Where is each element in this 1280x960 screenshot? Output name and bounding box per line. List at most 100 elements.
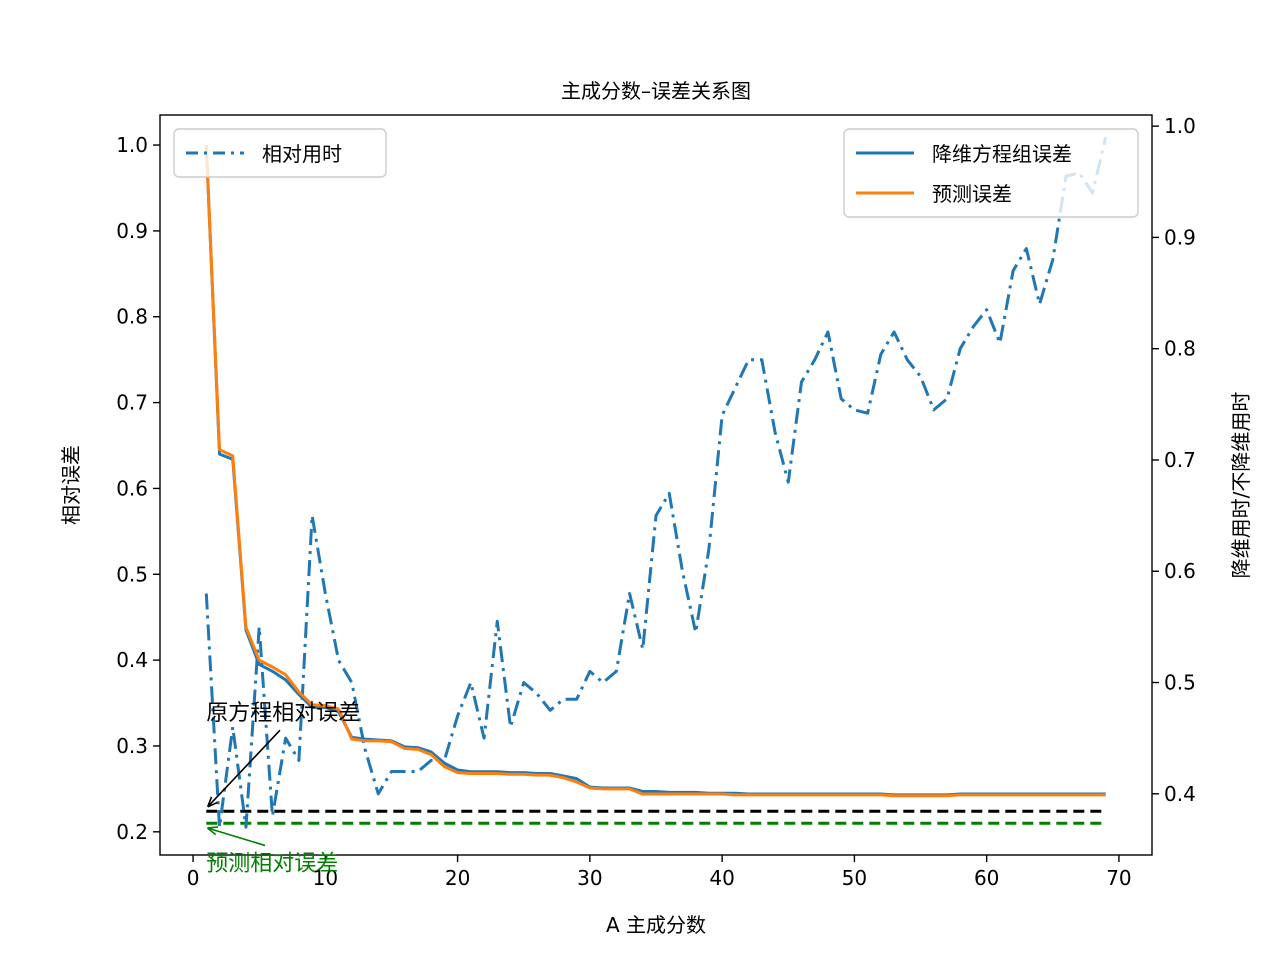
data-point — [827, 331, 829, 333]
data-point — [245, 626, 247, 628]
chart-title: 主成分数–误差关系图 — [561, 79, 751, 103]
legend-label: 降维方程组误差 — [932, 142, 1072, 166]
data-point — [708, 793, 710, 795]
data-point — [642, 648, 644, 650]
x-tick-label: 40 — [709, 866, 734, 890]
data-point — [232, 455, 234, 457]
plot-area — [204, 136, 1108, 829]
x-axis-label: A 主成分数 — [606, 913, 706, 937]
series-line-pred-error — [204, 144, 1106, 798]
data-point — [218, 826, 220, 828]
data-point — [933, 409, 935, 411]
data-point — [377, 793, 379, 795]
y-tick-label: 0.9 — [116, 219, 148, 243]
y2-tick-label: 0.8 — [1164, 337, 1196, 361]
data-point — [456, 715, 458, 717]
data-point — [536, 774, 538, 776]
data-point — [417, 748, 419, 750]
data-point — [787, 481, 789, 483]
data-point — [562, 777, 564, 779]
data-point — [734, 386, 736, 388]
data-point — [919, 795, 921, 797]
data-point — [496, 772, 498, 774]
y2-tick-label: 0.4 — [1164, 782, 1196, 806]
data-point — [919, 375, 921, 377]
data-point — [575, 781, 577, 783]
data-point — [628, 592, 630, 594]
data-point — [337, 659, 339, 661]
data-point — [615, 788, 617, 790]
data-point — [403, 747, 405, 749]
data-point — [694, 631, 696, 633]
y2-tick-label: 0.7 — [1164, 448, 1196, 472]
data-point — [284, 674, 286, 676]
legend-upper-left: 相对用时 — [173, 128, 387, 178]
y-tick-label: 0.3 — [116, 734, 148, 758]
data-point — [258, 663, 260, 665]
x-tick-label: 20 — [445, 866, 470, 890]
annotation-arrow — [208, 828, 266, 847]
data-point — [483, 737, 485, 739]
data-point — [430, 753, 432, 755]
data-point — [800, 794, 802, 796]
legend-label: 相对用时 — [262, 142, 342, 166]
data-point — [655, 793, 657, 795]
data-point — [840, 398, 842, 400]
data-point — [893, 331, 895, 333]
data-point — [972, 794, 974, 796]
data-point — [985, 309, 987, 311]
data-point — [549, 774, 551, 776]
data-point — [390, 740, 392, 742]
data-point — [271, 815, 273, 817]
data-point — [814, 794, 816, 796]
y-axis-right-label: 降维用时/不降维用时 — [1229, 392, 1253, 579]
data-point — [1052, 258, 1054, 260]
data-point — [351, 681, 353, 683]
data-point — [562, 698, 564, 700]
series-line-time — [204, 136, 1108, 829]
y2-tick-label: 1.0 — [1164, 114, 1196, 138]
data-point — [443, 765, 445, 767]
data-point — [615, 670, 617, 672]
y2-tick-label: 0.5 — [1164, 671, 1196, 695]
data-point — [946, 795, 948, 797]
data-point — [1038, 794, 1040, 796]
x-tick-label: 60 — [974, 866, 999, 890]
data-point — [549, 709, 551, 711]
y-tick-label: 0.2 — [116, 820, 148, 844]
x-tick-label: 0 — [187, 866, 200, 890]
y-axis-left-ticks: 0.2 0.3 0.4 0.5 0.6 0.7 0.8 0.9 1.0 — [116, 133, 160, 844]
data-point — [470, 772, 472, 774]
data-point — [298, 759, 300, 761]
annotation-label: 原方程相对误差 — [206, 701, 360, 726]
axes-frame — [159, 114, 1153, 856]
data-point — [284, 679, 286, 681]
x-tick-label: 30 — [577, 866, 602, 890]
data-point — [602, 788, 604, 790]
x-tick-label: 10 — [313, 866, 338, 890]
x-axis-ticks: 0 10 20 30 40 50 60 70 — [187, 855, 1132, 890]
data-point — [1012, 270, 1014, 272]
data-point — [721, 793, 723, 795]
data-point — [483, 772, 485, 774]
data-point — [999, 342, 1001, 344]
data-point — [853, 409, 855, 411]
legend-label: 预测误差 — [932, 182, 1012, 206]
x-tick-label: 50 — [842, 866, 867, 890]
annotation-arrow — [208, 729, 281, 806]
data-point — [298, 691, 300, 693]
data-point — [906, 795, 908, 797]
data-point — [1025, 794, 1027, 796]
data-point — [284, 737, 286, 739]
data-point — [509, 726, 511, 728]
data-point — [351, 738, 353, 740]
x-tick-label: 70 — [1106, 866, 1131, 890]
data-point — [271, 670, 273, 672]
y-tick-label: 0.5 — [116, 562, 148, 586]
y-tick-label: 0.6 — [116, 476, 148, 500]
data-point — [840, 794, 842, 796]
data-point — [827, 794, 829, 796]
data-point — [628, 788, 630, 790]
